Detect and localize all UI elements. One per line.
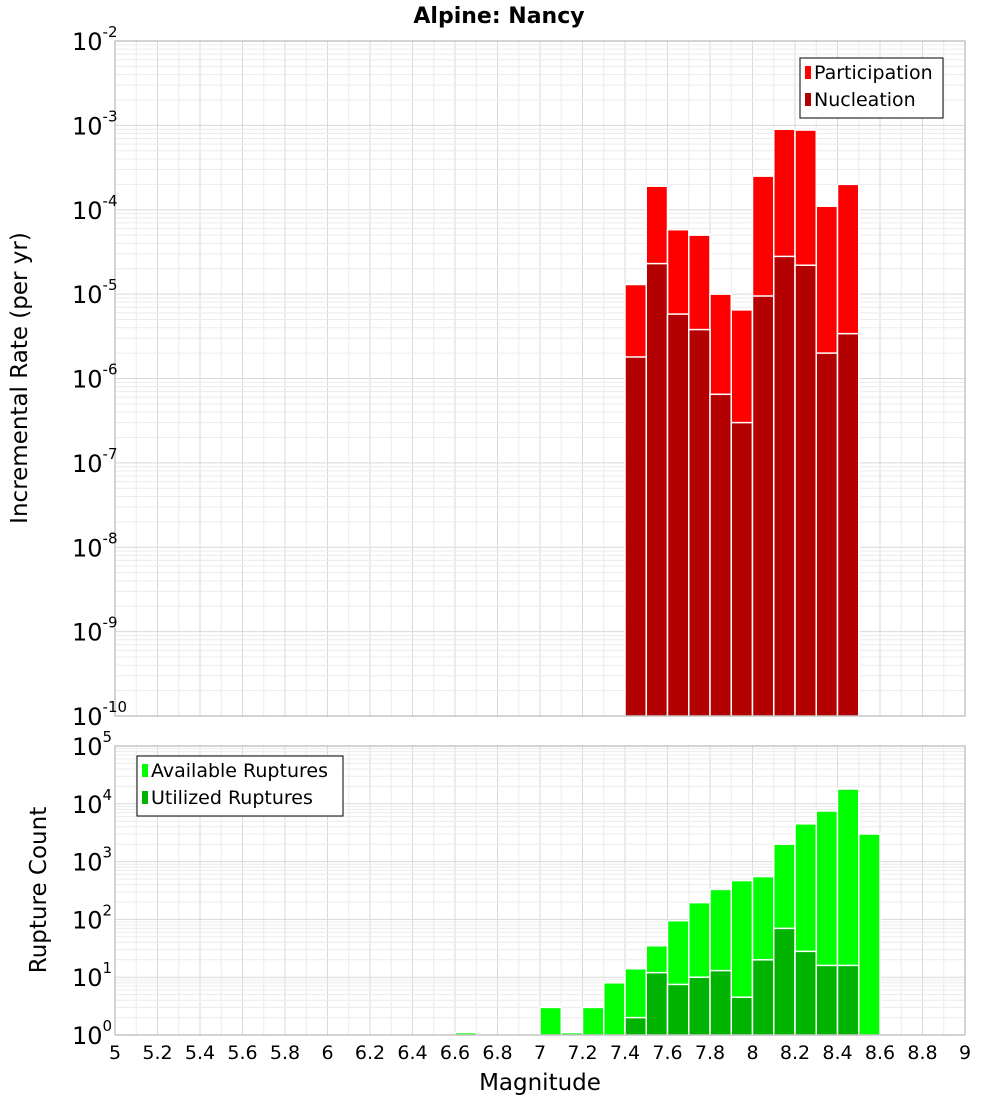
bottom-bar-utilized-ruptures xyxy=(624,1016,647,1036)
top-y-tick-label: 10-9 xyxy=(72,614,118,647)
bottom-legend-swatch xyxy=(142,791,148,804)
x-tick-label: 7.2 xyxy=(567,1042,597,1064)
x-tick-label: 5.8 xyxy=(270,1042,300,1064)
x-tick-label: 5.2 xyxy=(142,1042,172,1064)
x-tick-label: 7.4 xyxy=(610,1042,640,1064)
top-panel-bars xyxy=(624,128,860,717)
bottom-legend-label: Available Ruptures xyxy=(151,760,328,782)
top-panel-grid xyxy=(114,40,966,717)
top-y-axis-label: Incremental Rate (per yr) xyxy=(7,232,33,524)
top-y-tick-label: 10-5 xyxy=(72,276,118,309)
bottom-y-tick-label: 102 xyxy=(72,901,112,934)
bottom-bar-available-ruptures xyxy=(539,1006,562,1036)
bottom-bar-utilized-ruptures xyxy=(709,969,732,1036)
x-tick-label: 6 xyxy=(321,1042,333,1064)
top-y-tick-label: 10-4 xyxy=(72,192,118,225)
x-tick-label: 5.4 xyxy=(185,1042,215,1064)
x-tick-label: 8.6 xyxy=(865,1042,895,1064)
x-axis-label: Magnitude xyxy=(479,1070,601,1096)
top-y-tick-label: 10-2 xyxy=(72,23,118,56)
x-tick-label: 6.2 xyxy=(355,1042,385,1064)
top-bar-nucleation xyxy=(836,332,860,717)
top-legend: Participation Nucleation xyxy=(799,57,944,119)
top-bar-nucleation xyxy=(624,356,647,717)
top-panel-frame xyxy=(114,40,966,717)
bottom-bar-utilized-ruptures xyxy=(688,976,711,1036)
top-bar-nucleation xyxy=(773,255,796,717)
bottom-bar-available-ruptures xyxy=(603,982,626,1036)
bottom-legend-swatch xyxy=(142,764,148,777)
top-y-ticks: 10-10 10-9 10-8 10-7 10-6 10-5 10-4 10-3 10-2 xyxy=(72,23,127,731)
top-bar-nucleation xyxy=(645,262,669,717)
top-y-tick-label: 10-8 xyxy=(72,529,118,562)
bottom-legend: Available Ruptures Utilized Ruptures xyxy=(136,755,344,817)
bottom-bar-available-ruptures xyxy=(581,1006,605,1036)
x-ticks: 5 5.2 5.4 5.6 5.8 6 6.2 6.4 6.6 6.8 7 7.2 7.4 7.6 7.8 8… xyxy=(109,1042,971,1064)
bottom-y-tick-label: 105 xyxy=(72,728,112,761)
x-tick-label: 5 xyxy=(109,1042,121,1064)
x-tick-label: 8.4 xyxy=(822,1042,852,1064)
bottom-y-ticks: 100 101 102 103 104 105 xyxy=(72,728,112,1050)
x-tick-label: 6.8 xyxy=(482,1042,512,1064)
bottom-legend-box xyxy=(136,755,344,817)
top-bar-nucleation xyxy=(730,421,754,717)
x-tick-label: 9 xyxy=(959,1042,971,1064)
bottom-bar-utilized-ruptures xyxy=(751,959,775,1036)
x-tick-label: 8.2 xyxy=(780,1042,810,1064)
bottom-bar-utilized-ruptures xyxy=(794,950,817,1036)
top-legend-swatch xyxy=(805,93,811,106)
top-legend-box xyxy=(799,57,944,119)
bottom-bar-utilized-ruptures xyxy=(730,996,754,1036)
bottom-legend-label: Utilized Ruptures xyxy=(151,787,313,809)
x-tick-label: 5.6 xyxy=(227,1042,257,1064)
x-tick-label: 7 xyxy=(534,1042,546,1064)
bottom-y-tick-label: 100 xyxy=(72,1017,112,1050)
bottom-panel-bars xyxy=(454,788,881,1036)
bottom-bar-utilized-ruptures xyxy=(836,964,860,1036)
top-bar-nucleation xyxy=(794,264,817,717)
bottom-bar-utilized-ruptures xyxy=(645,971,669,1036)
x-tick-label: 6.6 xyxy=(440,1042,470,1064)
top-y-tick-label: 10-7 xyxy=(72,445,118,478)
bottom-y-tick-label: 101 xyxy=(72,959,112,992)
top-bar-nucleation xyxy=(709,393,732,717)
bottom-bar-utilized-ruptures xyxy=(773,927,796,1036)
top-bar-nucleation xyxy=(688,328,711,717)
x-tick-label: 8 xyxy=(746,1042,758,1064)
top-legend-label: Nucleation xyxy=(814,89,916,111)
top-y-tick-label: 10-10 xyxy=(72,698,127,731)
x-tick-label: 8.8 xyxy=(907,1042,937,1064)
x-tick-label: 6.4 xyxy=(397,1042,427,1064)
top-legend-swatch xyxy=(805,66,811,79)
bottom-y-tick-label: 104 xyxy=(72,786,112,819)
bottom-bar-utilized-ruptures xyxy=(815,964,839,1036)
chart-title: Alpine: Nancy xyxy=(413,4,584,29)
x-tick-label: 7.6 xyxy=(652,1042,682,1064)
bottom-bar-utilized-ruptures xyxy=(666,983,690,1036)
top-bar-nucleation xyxy=(666,313,690,717)
top-bar-nucleation xyxy=(815,352,839,717)
bottom-y-tick-label: 103 xyxy=(72,844,112,877)
top-bar-nucleation xyxy=(751,295,775,717)
bottom-panel-frame xyxy=(114,745,966,1036)
bottom-y-axis-label: Rupture Count xyxy=(26,807,52,973)
x-tick-label: 7.8 xyxy=(695,1042,725,1064)
top-y-tick-label: 10-6 xyxy=(72,361,118,394)
top-y-tick-label: 10-3 xyxy=(72,107,118,140)
top-legend-label: Participation xyxy=(814,62,933,84)
bottom-bar-available-ruptures xyxy=(858,833,881,1036)
